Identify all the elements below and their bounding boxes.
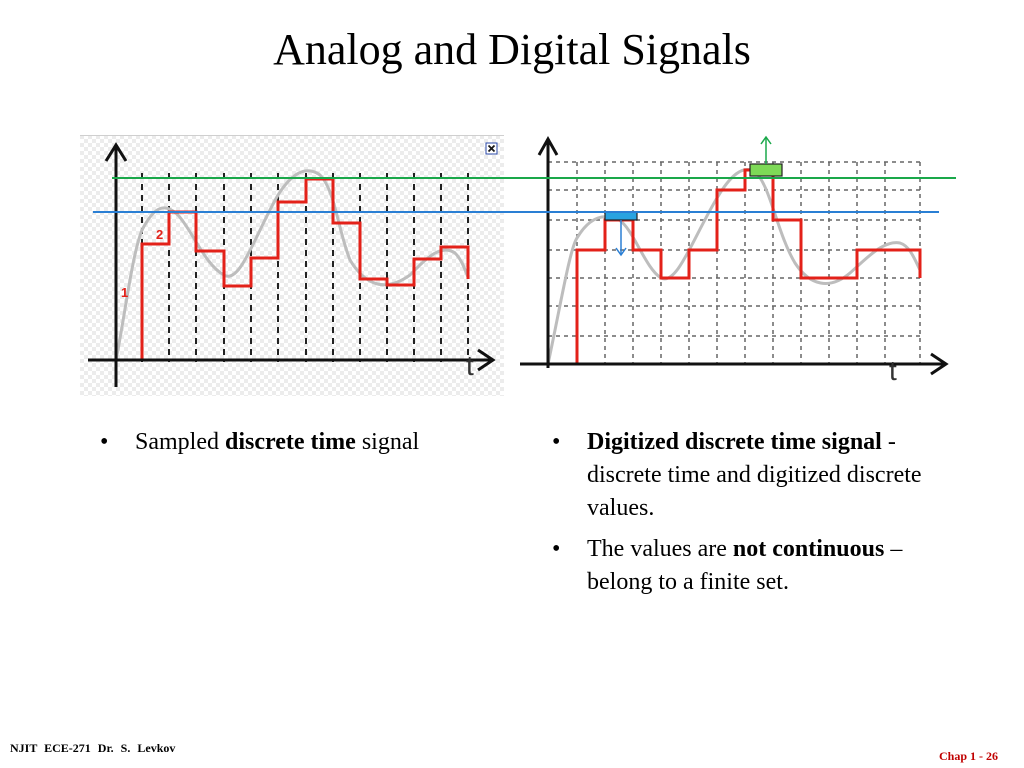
level-label-1: 1 — [121, 285, 128, 300]
analog-signal-curve — [546, 168, 922, 365]
bullet-text: signal — [355, 429, 420, 455]
time-axis-label: t — [889, 355, 897, 383]
sampled-signal-figure: t 1 2 — [80, 135, 504, 396]
digitized-signal-steps — [548, 168, 922, 366]
slide-title: Analog and Digital Signals — [273, 25, 751, 74]
analog-signal-curve — [114, 169, 470, 361]
bullet-item: The values are not continuous – belong t… — [552, 533, 972, 599]
upper-reference-line — [112, 177, 956, 179]
digitized-signal-figure: t — [515, 128, 960, 383]
bullet-bold-text: not continuous — [732, 536, 885, 562]
right-bullet-list: Digitized discrete time signal - discret… — [552, 426, 972, 607]
footer-course-info: NJIT ECE-271 Dr. S. Levkov — [10, 741, 176, 755]
bullet-item: Sampled discrete time signal — [100, 426, 520, 459]
quantization-grid — [548, 161, 921, 364]
y-axis-arrow — [537, 135, 559, 156]
x-axis-arrow — [477, 348, 496, 372]
sampled-signal-plot: t 1 2 — [80, 135, 504, 396]
left-bullet-list: Sampled discrete time signal — [100, 426, 520, 467]
bullet-text: The values are — [587, 536, 733, 562]
bullet-text: Sampled — [135, 429, 225, 455]
upper-level-marker — [749, 163, 783, 177]
up-arrow-head-icon — [760, 135, 772, 145]
lower-reference-line — [93, 211, 939, 213]
bullet-text: - discrete time and digitized discrete v… — [587, 429, 922, 521]
bullet-bold-text: Digitized discrete time signal — [587, 429, 882, 455]
bullet-text: – belong to a finite set. — [587, 536, 903, 595]
lower-level-marker — [604, 211, 638, 221]
digitized-signal-plot: t — [520, 135, 949, 383]
time-axis-label: t — [466, 350, 474, 381]
x-axis-arrow — [930, 352, 949, 376]
footer-page-number: Chap 1 - 26 — [938, 749, 998, 763]
down-arrow-head-icon — [615, 247, 627, 257]
close-icon[interactable] — [485, 142, 498, 155]
bullet-item: Digitized discrete time signal - discret… — [552, 426, 972, 525]
level-label-2: 2 — [156, 227, 163, 242]
bullet-bold-text: discrete time — [225, 429, 356, 455]
y-axis-arrow — [104, 142, 128, 162]
